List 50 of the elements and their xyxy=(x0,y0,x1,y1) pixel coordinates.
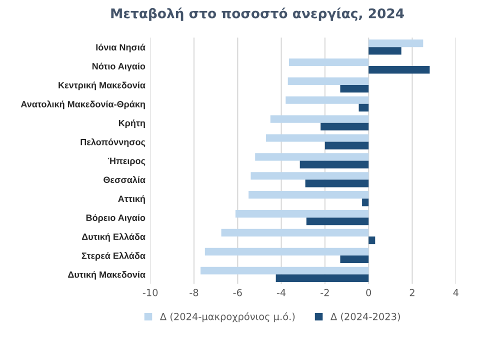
y-tick-label: Αττική xyxy=(118,195,145,204)
bar xyxy=(266,134,369,142)
x-tick-label: -2 xyxy=(320,288,329,296)
y-tick-label: Ανατολική Μακεδονία-Θράκη xyxy=(20,100,145,110)
bar xyxy=(305,180,369,188)
bar xyxy=(255,153,369,161)
bar xyxy=(306,218,369,226)
bar xyxy=(368,40,424,48)
y-tick-label: Κρήτη xyxy=(118,120,145,128)
bar xyxy=(340,84,369,93)
legend-label: Δ (2024-μακροχρόνιος μ.ό.) xyxy=(160,312,295,322)
bar xyxy=(358,104,369,112)
y-tick-label: Κεντρική Μακεδονία xyxy=(58,82,146,90)
y-tick-label: Δυτική Ελλάδα xyxy=(82,233,146,242)
bar xyxy=(276,274,369,282)
bar xyxy=(235,210,369,218)
x-tick-label: 2 xyxy=(410,288,414,296)
legend-label: Δ (2024-2023) xyxy=(330,312,400,322)
bar xyxy=(286,96,369,104)
bar xyxy=(288,77,369,85)
y-tick-label: Θεσσαλία xyxy=(104,176,146,184)
x-tick-label: -8 xyxy=(190,288,198,296)
bar xyxy=(300,160,369,168)
bar xyxy=(200,266,369,274)
bar xyxy=(368,47,402,55)
x-tick-label: -4 xyxy=(276,289,286,296)
y-tick-label: Νότιο Αιγαίο xyxy=(92,62,146,72)
chart-title: Μεταβολή στο ποσοστό ανεργίας, 2024 xyxy=(111,8,404,21)
bar xyxy=(248,191,369,199)
bar xyxy=(320,122,369,130)
y-tick-label: Ιόνια Νησιά xyxy=(96,44,146,52)
x-tick-label: -10 xyxy=(142,288,158,296)
x-tick-label: -6 xyxy=(233,288,242,296)
bar xyxy=(250,172,369,180)
bar xyxy=(362,198,369,206)
bar xyxy=(324,142,369,150)
bar xyxy=(368,66,430,74)
y-tick-label: Βόρειο Αιγαίο xyxy=(86,214,146,223)
y-tick-label: Ήπειρος xyxy=(108,158,146,166)
y-tick-label: Δυτική Μακεδονία xyxy=(68,271,146,280)
bar xyxy=(221,228,369,237)
bar xyxy=(204,248,369,256)
x-tick-label: 4 xyxy=(453,289,458,296)
x-tick-label: 0 xyxy=(366,288,372,296)
bar xyxy=(270,115,369,123)
y-tick-label: Πελοπόννησος xyxy=(80,138,146,148)
bar xyxy=(340,255,369,264)
y-tick-label: Στερεά Ελλάδα xyxy=(82,252,146,261)
bar xyxy=(288,58,369,66)
bar xyxy=(368,236,376,244)
